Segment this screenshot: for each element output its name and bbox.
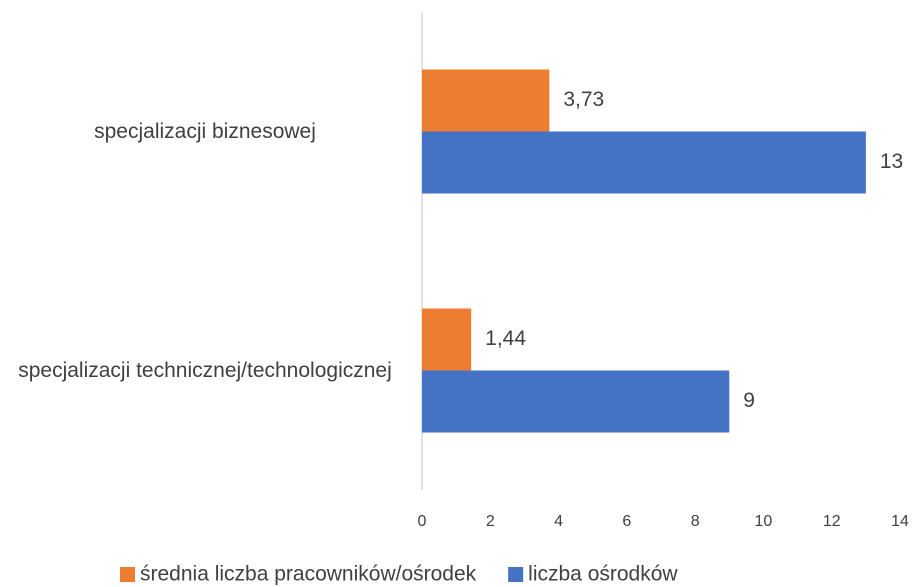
y-tick-label: specjalizacji biznesowej bbox=[94, 119, 316, 143]
x-tick-label: 8 bbox=[691, 513, 700, 530]
bar bbox=[422, 370, 730, 433]
x-tick-label: 0 bbox=[418, 513, 427, 530]
data-label: 3,73 bbox=[563, 88, 604, 111]
bar bbox=[422, 308, 472, 371]
x-tick-label: 10 bbox=[755, 513, 773, 530]
x-tick-label: 12 bbox=[823, 513, 841, 530]
legend-swatch bbox=[508, 567, 524, 582]
x-tick-label: 6 bbox=[622, 513, 631, 530]
x-tick-label: 14 bbox=[891, 513, 909, 530]
y-tick-label: specjalizacji technicznej/technologiczne… bbox=[18, 358, 392, 382]
data-label: 1,44 bbox=[485, 327, 526, 350]
legend-swatch bbox=[120, 567, 135, 582]
data-label: 13 bbox=[880, 150, 903, 173]
data-label: 9 bbox=[743, 389, 755, 412]
x-tick-label: 4 bbox=[554, 513, 563, 530]
legend-label: liczba ośrodków bbox=[528, 563, 678, 586]
bar bbox=[422, 69, 550, 132]
x-tick-label: 2 bbox=[486, 513, 495, 530]
bar bbox=[422, 131, 866, 194]
legend-label: średnia liczba pracowników/ośrodek bbox=[140, 563, 477, 586]
